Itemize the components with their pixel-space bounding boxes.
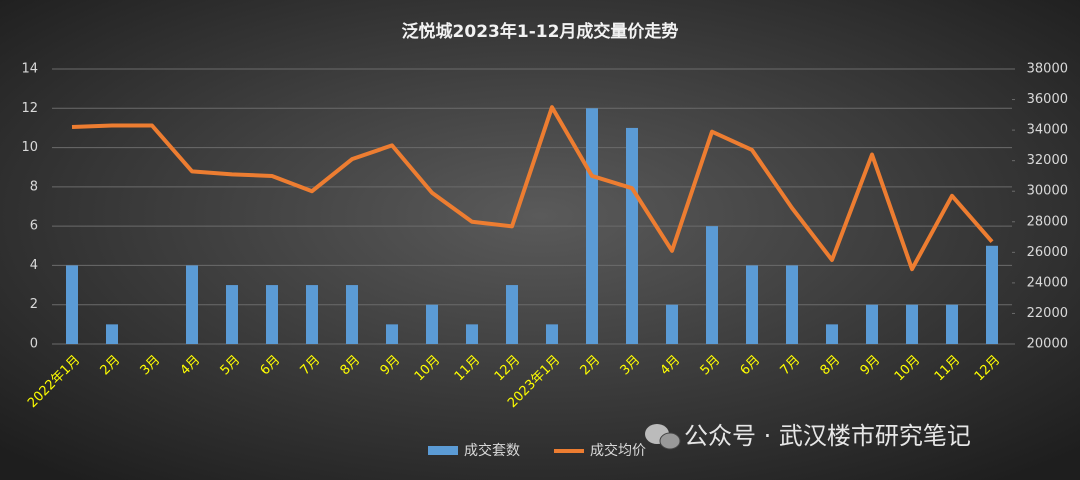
y-tick-label: 0 (30, 337, 38, 352)
bar (466, 324, 478, 344)
watermark-icon (645, 424, 681, 450)
bar (426, 304, 438, 344)
y2-tick-label: 34000 (1027, 123, 1068, 138)
y-tick-label: 14 (21, 62, 38, 77)
y2-tick-label: 30000 (1027, 184, 1068, 199)
bar (866, 304, 878, 344)
bar (386, 324, 398, 344)
line (71, 105, 994, 272)
bar (266, 285, 278, 344)
watermark: 公众号 · 武汉楼市研究笔记 (684, 422, 971, 450)
bar (986, 245, 998, 344)
y2-tick-label: 20000 (1027, 337, 1068, 352)
y2-tick-label: 36000 (1027, 92, 1068, 107)
legend-label: 成交套数 (464, 442, 520, 459)
y2-tick-label: 38000 (1027, 62, 1068, 77)
bar (186, 265, 198, 344)
bar (626, 127, 638, 344)
bar (226, 285, 238, 344)
y2-tick-label: 26000 (1027, 245, 1068, 260)
y2-tick-label: 22000 (1027, 306, 1068, 321)
bar (906, 304, 918, 344)
bar (546, 324, 558, 344)
chart-title: 泛悦城2023年1-12月成交量价走势 (402, 21, 679, 42)
bar (786, 265, 798, 344)
y-tick-label: 4 (30, 258, 38, 273)
bar (66, 265, 78, 344)
y-tick-label: 10 (21, 140, 38, 155)
legend-label: 成交均价 (590, 442, 646, 459)
bar (826, 324, 838, 344)
y2-tick-label: 24000 (1027, 275, 1068, 290)
y-tick-label: 8 (30, 179, 38, 194)
y-tick-label: 6 (30, 219, 38, 234)
legend-swatch (428, 446, 458, 455)
bar (346, 285, 358, 344)
bar (746, 265, 758, 344)
bar (586, 108, 598, 345)
y2-tick-label: 32000 (1027, 153, 1068, 168)
bar (306, 285, 318, 344)
bar (946, 304, 958, 344)
bar (666, 304, 678, 344)
bar (706, 226, 718, 344)
bar (106, 324, 118, 344)
y-tick-label: 12 (21, 101, 38, 116)
y-tick-label: 2 (30, 297, 38, 312)
y2-tick-label: 28000 (1027, 214, 1068, 229)
bar (506, 285, 518, 344)
